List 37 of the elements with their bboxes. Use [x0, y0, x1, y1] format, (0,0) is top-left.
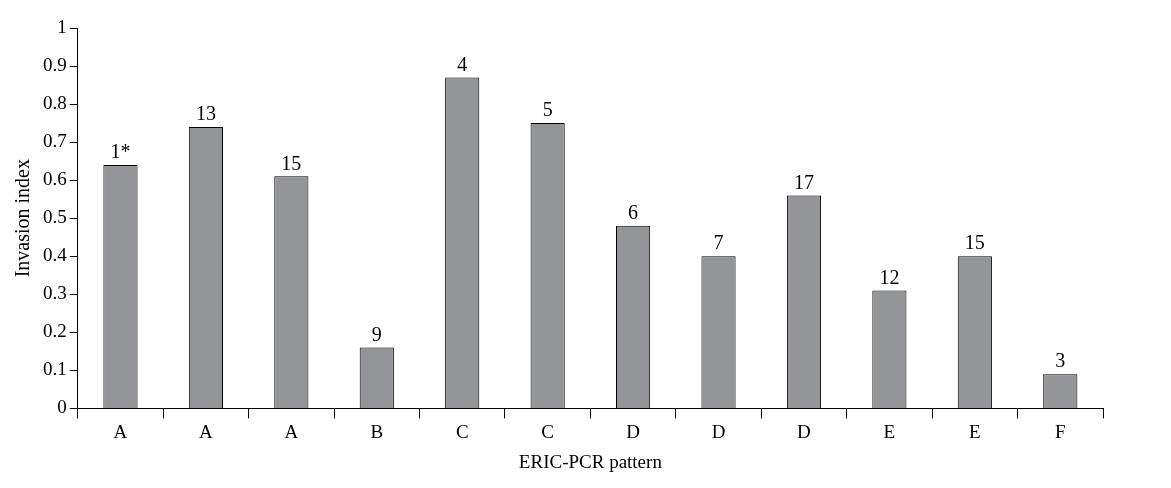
- y-tick-label: 0.2: [43, 320, 67, 342]
- annotation: 6: [628, 201, 639, 224]
- x-tick-label: D: [711, 420, 726, 442]
- y-tick-label: 0.4: [43, 244, 68, 266]
- x-tick-label: A: [284, 420, 299, 442]
- x-tick-label: C: [541, 420, 554, 442]
- annotation: 5: [542, 98, 553, 121]
- annotation: 7: [713, 231, 724, 254]
- y-tick-label: 0.7: [43, 130, 67, 152]
- annotation: 1*: [110, 140, 131, 163]
- annotation: 3: [1055, 349, 1066, 372]
- annotation: 9: [371, 322, 382, 345]
- x-tick-label: F: [1054, 420, 1066, 442]
- x-axis-title: ERIC-PCR pattern: [518, 450, 663, 472]
- y-tick-label: 0: [57, 396, 67, 418]
- y-tick-label: 0.8: [43, 92, 67, 114]
- annotation: 15: [281, 151, 302, 174]
- annotation: 13: [195, 102, 216, 125]
- y-tick-label: 0.3: [43, 282, 67, 304]
- y-axis-title: Invasion index: [11, 159, 34, 278]
- x-tick-label: B: [370, 420, 384, 442]
- x-tick-label: D: [626, 420, 640, 442]
- x-tick-label: C: [455, 420, 469, 442]
- x-tick-label: A: [199, 420, 214, 442]
- y-tick-label: 0.9: [43, 54, 67, 76]
- annotation: 4: [457, 52, 468, 75]
- annotation: 12: [879, 265, 900, 288]
- x-tick-label: D: [797, 420, 811, 442]
- x-tick-label: E: [883, 420, 896, 442]
- annotation: 17: [793, 170, 814, 193]
- x-tick-label: A: [113, 420, 128, 442]
- y-tick-label: 0.5: [43, 206, 67, 228]
- annotation: 15: [964, 231, 985, 254]
- y-tick-label: 0.1: [43, 358, 67, 380]
- x-tick-label: E: [969, 420, 981, 442]
- y-tick-label: 1: [57, 15, 67, 37]
- y-tick-label: 0.6: [43, 168, 67, 190]
